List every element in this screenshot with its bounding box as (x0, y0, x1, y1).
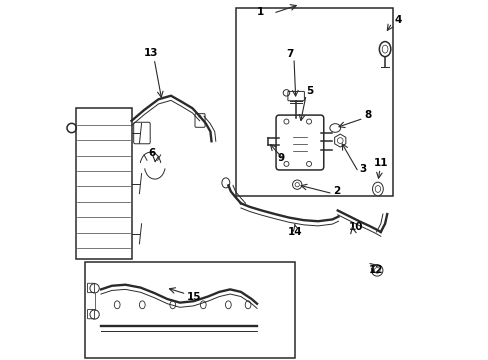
Bar (76, 108, 131, 259)
Ellipse shape (225, 301, 231, 309)
FancyBboxPatch shape (287, 91, 304, 101)
Text: 13: 13 (144, 48, 158, 58)
Ellipse shape (169, 301, 175, 309)
Ellipse shape (382, 45, 387, 53)
Text: 10: 10 (348, 222, 362, 231)
Text: 6: 6 (148, 148, 156, 158)
Bar (85, 262, 294, 357)
Ellipse shape (374, 185, 380, 192)
Text: 15: 15 (186, 292, 201, 302)
Text: 5: 5 (305, 86, 313, 96)
Text: 2: 2 (333, 186, 340, 196)
Text: 8: 8 (364, 111, 371, 121)
Ellipse shape (379, 41, 390, 57)
Text: 12: 12 (368, 265, 382, 275)
Ellipse shape (139, 301, 145, 309)
FancyBboxPatch shape (276, 115, 323, 170)
Bar (235, 8, 392, 196)
Text: 7: 7 (286, 49, 293, 59)
Text: 11: 11 (373, 158, 387, 168)
Text: 9: 9 (277, 153, 284, 163)
Ellipse shape (222, 178, 229, 188)
Ellipse shape (114, 301, 120, 309)
Text: 3: 3 (359, 164, 366, 174)
Text: 1: 1 (257, 7, 264, 17)
Ellipse shape (244, 301, 250, 309)
Ellipse shape (329, 124, 340, 132)
Ellipse shape (200, 301, 206, 309)
Text: 4: 4 (393, 15, 401, 26)
Ellipse shape (372, 182, 383, 196)
Text: 14: 14 (287, 227, 302, 237)
